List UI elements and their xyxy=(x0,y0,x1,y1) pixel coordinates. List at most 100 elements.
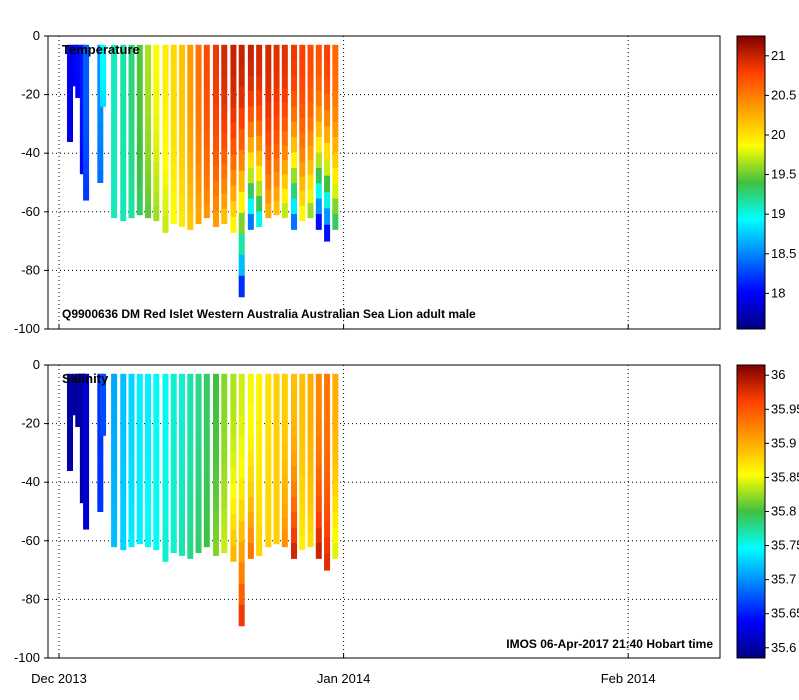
profile-cell xyxy=(67,68,74,78)
profile-cell xyxy=(212,44,219,61)
profile-cell xyxy=(291,44,298,61)
profile-cell xyxy=(221,208,228,225)
salinity-plot-frame xyxy=(48,365,720,658)
y-tick-label: -80 xyxy=(21,591,40,606)
profile-cell xyxy=(203,203,210,219)
profile-cell xyxy=(75,373,82,379)
profile-cell xyxy=(256,434,263,450)
profile-cell xyxy=(111,174,118,190)
profile-cell xyxy=(120,490,127,507)
profile-cell xyxy=(162,91,169,108)
profile-cell xyxy=(195,74,202,90)
temperature-colorbar-ticks: 18 18.5 19 19.5 20 20.5 21 xyxy=(765,48,796,300)
salinity-grid xyxy=(48,365,720,658)
profile-cell xyxy=(128,417,135,432)
profile-cell xyxy=(179,59,186,76)
profile-cell xyxy=(79,119,86,132)
profile-cell xyxy=(307,417,314,432)
profile-cell xyxy=(179,419,186,435)
profile-cell xyxy=(281,445,288,461)
profile-cell xyxy=(79,416,86,429)
profile-cell xyxy=(221,178,228,195)
profile-cell xyxy=(67,117,74,126)
colorbar-tick-label: 35.6 xyxy=(771,640,796,655)
profile-cell xyxy=(145,116,152,132)
profile-cell xyxy=(315,198,322,215)
profile-strip xyxy=(128,44,135,219)
profile-cell xyxy=(273,101,280,117)
profile-cell xyxy=(247,450,254,467)
profile-cell xyxy=(256,165,263,182)
profile-cell xyxy=(179,196,186,212)
profile-cell xyxy=(307,174,314,190)
profile-cell xyxy=(238,107,245,130)
profile-cell xyxy=(281,160,288,175)
profile-cell xyxy=(238,44,245,67)
profile-cell xyxy=(307,431,314,447)
profile-cell xyxy=(291,450,298,467)
profile-cell xyxy=(162,185,169,202)
profile-cell xyxy=(195,149,202,165)
profile-cell xyxy=(128,116,135,132)
profile-cell xyxy=(273,529,280,545)
profile-cell xyxy=(238,583,245,606)
profile-cell xyxy=(111,388,118,404)
profile-cell xyxy=(221,463,228,479)
profile-cell xyxy=(128,44,135,60)
profile-cell xyxy=(281,102,288,118)
profile-cell xyxy=(179,181,186,197)
profile-cell xyxy=(203,474,210,490)
profile-cell xyxy=(72,384,79,388)
profile-cell xyxy=(238,128,245,151)
profile-cell xyxy=(75,417,82,423)
profile-cell xyxy=(153,88,160,104)
profile-cell xyxy=(221,403,228,419)
profile-cell xyxy=(230,201,237,218)
profile-cell xyxy=(72,373,79,378)
profile-cell xyxy=(221,448,228,464)
profile-cell xyxy=(291,198,298,215)
profile-cell xyxy=(145,88,152,103)
profile-cell xyxy=(162,201,169,218)
profile-cell xyxy=(97,465,104,478)
profile-cell xyxy=(128,388,135,404)
profile-cell xyxy=(238,254,245,277)
profile-cell xyxy=(195,44,202,61)
profile-strip xyxy=(162,44,169,233)
profile-cell xyxy=(83,373,90,388)
profile-cell xyxy=(265,203,272,219)
profile-cell xyxy=(97,477,104,490)
profile-strip xyxy=(120,373,127,551)
profile-cell xyxy=(111,503,118,519)
profile-strip xyxy=(100,373,107,436)
profile-cell xyxy=(230,154,237,171)
profile-strip xyxy=(170,373,177,554)
profile-cell xyxy=(324,110,331,128)
profile-cell xyxy=(179,388,186,405)
profile-strip xyxy=(307,44,314,219)
profile-cell xyxy=(230,138,237,155)
profile-cell xyxy=(324,471,331,489)
profile-cell xyxy=(221,388,228,405)
profile-cell xyxy=(97,171,104,183)
profile-cell xyxy=(120,161,127,178)
profile-cell xyxy=(153,373,160,389)
colorbar-tick-label: 20 xyxy=(771,127,785,142)
profile-cell xyxy=(238,457,245,480)
profile-cell xyxy=(230,545,237,562)
profile-cell xyxy=(212,434,219,450)
profile-cell xyxy=(153,161,160,178)
profile-cell xyxy=(273,416,280,431)
profile-cell xyxy=(187,137,194,153)
profile-cell xyxy=(79,438,86,450)
profile-cell xyxy=(75,44,82,50)
profile-cell xyxy=(72,387,79,392)
profile-cell xyxy=(83,490,90,504)
profile-cell xyxy=(100,404,107,411)
profile-strip xyxy=(195,373,202,554)
profile-strip xyxy=(100,44,107,107)
profile-cell xyxy=(203,373,210,389)
profile-cell xyxy=(179,540,186,556)
profile-cell xyxy=(324,224,331,242)
profile-strip xyxy=(291,44,298,230)
